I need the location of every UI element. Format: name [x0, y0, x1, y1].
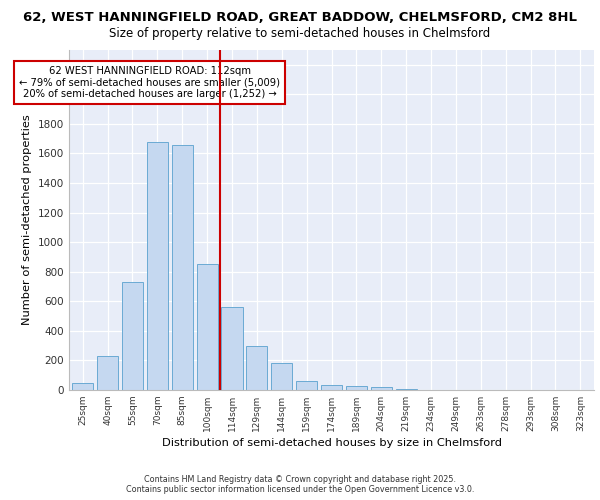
Y-axis label: Number of semi-detached properties: Number of semi-detached properties [22, 114, 32, 326]
Bar [246, 346, 268, 390]
Text: 62 WEST HANNINGFIELD ROAD: 112sqm
← 79% of semi-detached houses are smaller (5,0: 62 WEST HANNINGFIELD ROAD: 112sqm ← 79% … [19, 66, 280, 98]
Bar [122, 282, 143, 390]
Bar [346, 386, 367, 390]
Bar [97, 356, 118, 390]
X-axis label: Distribution of semi-detached houses by size in Chelmsford: Distribution of semi-detached houses by … [161, 438, 502, 448]
Text: 62, WEST HANNINGFIELD ROAD, GREAT BADDOW, CHELMSFORD, CM2 8HL: 62, WEST HANNINGFIELD ROAD, GREAT BADDOW… [23, 11, 577, 24]
Bar [221, 307, 242, 390]
Bar [172, 144, 193, 390]
Bar [147, 142, 168, 390]
Text: Contains HM Land Registry data © Crown copyright and database right 2025.
Contai: Contains HM Land Registry data © Crown c… [126, 474, 474, 494]
Text: Size of property relative to semi-detached houses in Chelmsford: Size of property relative to semi-detach… [109, 26, 491, 40]
Bar [371, 387, 392, 390]
Bar [271, 364, 292, 390]
Bar [197, 264, 218, 390]
Bar [72, 384, 93, 390]
Bar [321, 385, 342, 390]
Bar [296, 381, 317, 390]
